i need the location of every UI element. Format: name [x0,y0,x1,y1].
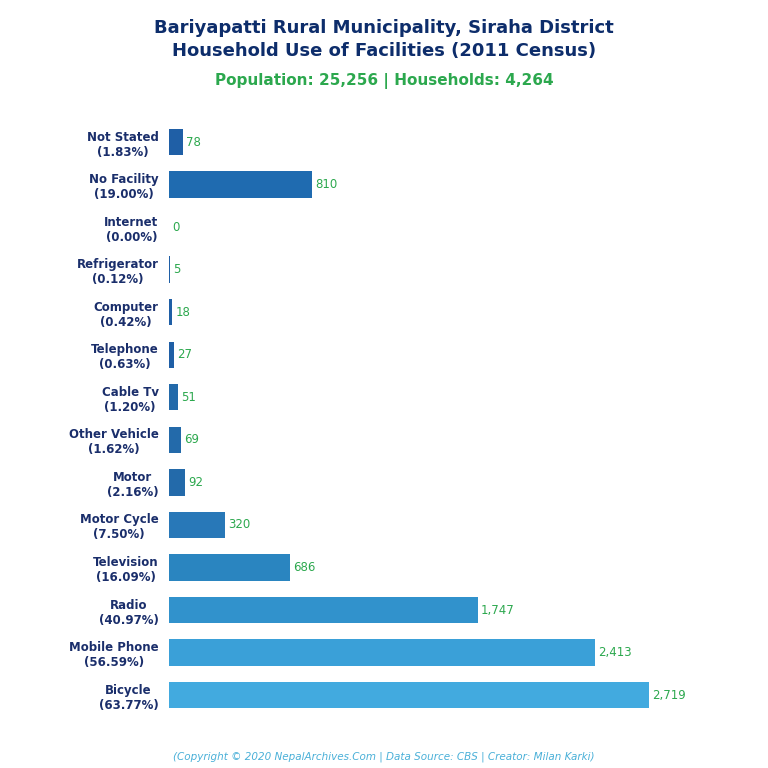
Text: 810: 810 [315,178,337,191]
Bar [169,129,183,155]
Text: Household Use of Facilities (2011 Census): Household Use of Facilities (2011 Census… [172,42,596,60]
Bar [169,299,172,326]
Bar [169,554,290,581]
Bar [169,597,478,623]
Bar [169,427,181,453]
Bar [169,342,174,368]
Text: 1,747: 1,747 [481,604,515,617]
Text: (Copyright © 2020 NepalArchives.Com | Data Source: CBS | Creator: Milan Karki): (Copyright © 2020 NepalArchives.Com | Da… [174,751,594,762]
Text: Bariyapatti Rural Municipality, Siraha District: Bariyapatti Rural Municipality, Siraha D… [154,19,614,37]
Text: 320: 320 [229,518,251,531]
Text: Population: 25,256 | Households: 4,264: Population: 25,256 | Households: 4,264 [215,73,553,89]
Bar [169,469,185,495]
Text: 27: 27 [177,348,192,361]
Text: 51: 51 [181,391,196,404]
Text: 686: 686 [293,561,316,574]
Text: 18: 18 [175,306,190,319]
Bar [169,257,170,283]
Text: 0: 0 [172,220,180,233]
Text: 2,719: 2,719 [653,689,686,702]
Bar [169,640,595,666]
Text: 2,413: 2,413 [598,646,632,659]
Bar [169,511,226,538]
Text: 78: 78 [186,135,200,148]
Bar [169,171,312,197]
Bar [169,682,649,708]
Text: 92: 92 [188,476,204,489]
Text: 69: 69 [184,433,200,446]
Bar [169,384,178,410]
Text: 5: 5 [173,263,180,276]
